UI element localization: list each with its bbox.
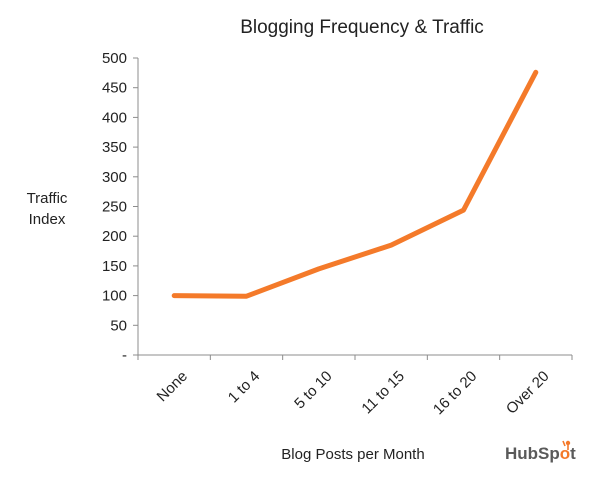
y-axis: - 50 100 150 200 250 300 350 400 450 500 [102, 50, 139, 364]
x-tick-label: 5 to 10 [291, 368, 335, 412]
sprocket-icon [562, 440, 571, 450]
y-tick-label: 450 [102, 80, 127, 97]
y-tick-label: 150 [102, 258, 127, 275]
y-tick-label: 350 [102, 139, 127, 156]
y-axis-label-line1: Traffic [27, 190, 68, 207]
x-tick-label: 1 to 4 [225, 368, 264, 407]
y-tick-label: 500 [102, 50, 127, 67]
series-layer [171, 69, 539, 299]
x-axis-label: Blog Posts per Month [281, 446, 424, 463]
hubspot-logo-text: HubSpot [505, 444, 576, 463]
x-tick-label: 11 to 15 [358, 368, 408, 418]
y-axis-label-line2: Index [29, 211, 66, 228]
hubspot-logo: HubSpot [505, 440, 576, 463]
x-tick-label: None [154, 368, 191, 405]
y-tick-label: 100 [102, 288, 127, 305]
y-tick-label: 50 [110, 317, 127, 334]
y-tick-label: 300 [102, 169, 127, 186]
series-line [171, 69, 539, 299]
x-axis: None 1 to 4 5 to 10 11 to 15 16 to 20 Over 20 [137, 354, 573, 418]
x-tick-label: 16 to 20 [430, 368, 480, 418]
y-tick-label: 400 [102, 109, 127, 126]
x-tick-label: Over 20 [503, 368, 553, 418]
y-tick-label: 250 [102, 199, 127, 216]
chart-title: Blogging Frequency & Traffic [240, 17, 484, 38]
y-tick-label: - [122, 347, 127, 364]
y-tick-label: 200 [102, 228, 127, 245]
